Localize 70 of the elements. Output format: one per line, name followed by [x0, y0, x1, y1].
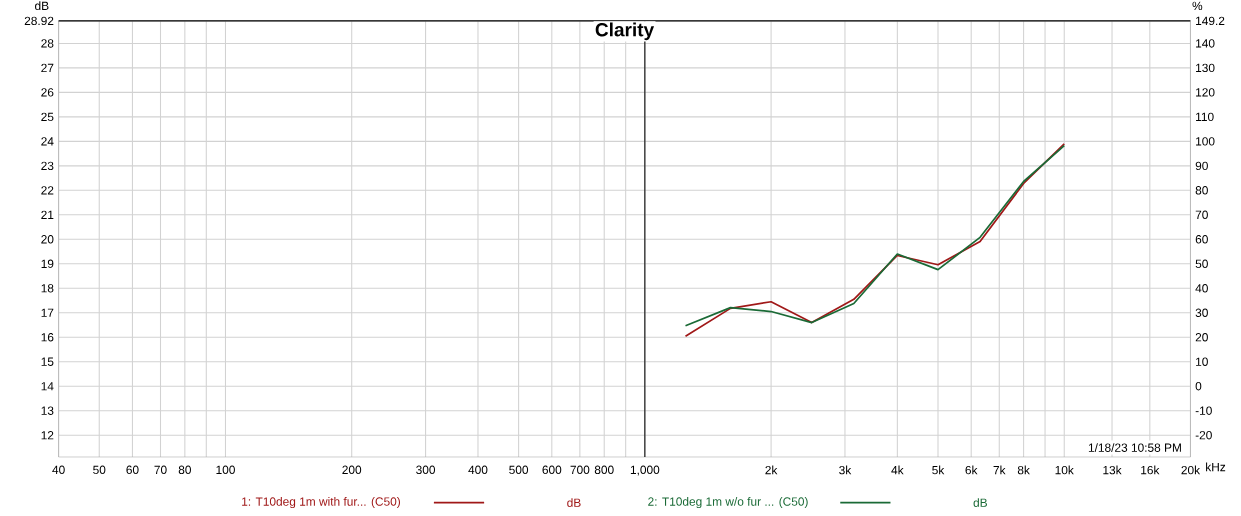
y2-tick-label: 100 — [1196, 136, 1215, 146]
x-tick-label: 300 — [416, 465, 436, 474]
y-axis-title: dB — [35, 1, 49, 10]
x-tick-label: 40 — [52, 465, 65, 474]
y2-tick-label: 149.2 — [1196, 16, 1225, 25]
y-tick-label: 27 — [41, 63, 54, 72]
x-tick-label: 13k — [1103, 465, 1122, 475]
y2-tick-label: 20 — [1195, 332, 1208, 342]
y-tick-label: 22 — [41, 185, 54, 195]
y-tick-label: 12 — [41, 430, 54, 440]
y2-tick-label: 70 — [1195, 210, 1208, 219]
text: dB — [567, 497, 581, 507]
x-tick-label: 800 — [594, 465, 614, 474]
text: 2: T10deg 1m w/o fur ... (C50) — [648, 496, 808, 508]
x-tick-label: 16k — [1141, 465, 1160, 475]
y-tick-label: 19 — [41, 259, 54, 268]
x-tick-label: 600 — [542, 465, 562, 474]
y-tick-label: 18 — [41, 283, 54, 293]
y2-axis-title: % — [1192, 1, 1203, 10]
x-tick-label: 3k — [839, 465, 852, 475]
y-tick-label: 16 — [41, 332, 54, 342]
x-tick-label: 10k — [1055, 465, 1074, 475]
y2-tick-label: 90 — [1195, 161, 1208, 170]
x-tick-label: 100 — [216, 465, 235, 474]
y2-tick-label: 50 — [1195, 259, 1208, 268]
x-axis-title: kHz — [1206, 462, 1226, 471]
x-tick-label: 5k — [932, 465, 945, 475]
x-tick-label: 80 — [178, 465, 191, 474]
y-tick-label: 28.92 — [24, 16, 54, 25]
y2-tick-label: 40 — [1195, 283, 1208, 293]
annotation: 1/18/23 10:58 PM — [1088, 442, 1181, 452]
x-tick-label: 500 — [509, 465, 529, 474]
y2-tick-label: -10 — [1195, 406, 1212, 415]
x-tick-label: 8k — [1017, 465, 1030, 475]
y-tick-label: 25 — [41, 112, 54, 121]
x-tick-label: 60 — [126, 465, 139, 474]
y-tick-label: 28 — [41, 38, 54, 48]
x-tick-label: 50 — [93, 465, 106, 474]
y-tick-label: 14 — [41, 381, 54, 391]
y-tick-label: 20 — [41, 234, 54, 244]
x-tick-label: 70 — [154, 465, 167, 474]
x-tick-label: 200 — [342, 465, 362, 474]
y2-tick-label: 130 — [1196, 63, 1215, 72]
y-tick-label: 24 — [41, 136, 54, 146]
y2-tick-label: 110 — [1196, 112, 1214, 121]
x-tick-label: 400 — [468, 465, 488, 474]
x-tick-label: 1,000 — [630, 465, 660, 476]
y2-tick-label: 10 — [1196, 357, 1208, 366]
y-tick-label: 23 — [41, 161, 54, 170]
y-tick-label: 17 — [41, 308, 54, 317]
y2-tick-label: 60 — [1195, 234, 1208, 244]
chart-title: Clarity — [595, 22, 655, 41]
x-tick-label: 6k — [965, 465, 978, 475]
y2-tick-label: 80 — [1195, 185, 1208, 195]
x-tick-label: 2k — [765, 465, 778, 475]
text: 1: T10deg 1m with fur... (C50) — [242, 496, 401, 508]
text: dB — [973, 497, 987, 507]
x-tick-label: 700 — [570, 465, 590, 474]
y2-tick-label: 120 — [1196, 87, 1215, 97]
x-tick-label: 4k — [891, 465, 904, 475]
y2-tick-label: 0 — [1195, 381, 1202, 391]
y2-tick-label: -20 — [1195, 430, 1212, 440]
y-tick-label: 15 — [41, 357, 54, 366]
y-tick-label: 13 — [41, 406, 54, 415]
x-tick-label: 20k — [1181, 465, 1201, 475]
y2-tick-label: 140 — [1196, 38, 1215, 48]
y2-tick-label: 30 — [1195, 308, 1208, 317]
y-tick-label: 26 — [41, 87, 54, 97]
x-tick-label: 7k — [993, 465, 1006, 475]
y-tick-label: 21 — [41, 210, 54, 219]
